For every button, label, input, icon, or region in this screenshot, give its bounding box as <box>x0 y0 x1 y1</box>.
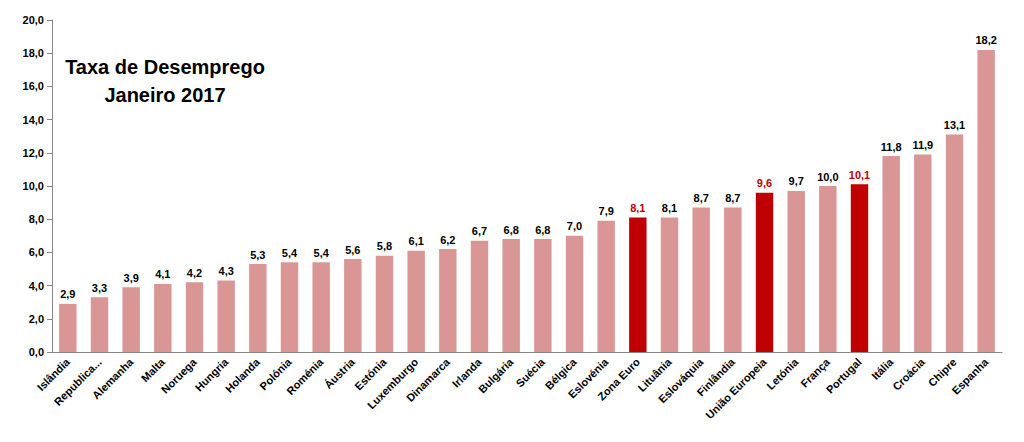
svg-text:11,9: 11,9 <box>912 139 933 151</box>
svg-text:Bélgica: Bélgica <box>542 355 579 392</box>
svg-text:Finlândia: Finlândia <box>694 355 738 399</box>
svg-text:8,0: 8,0 <box>29 213 44 225</box>
svg-text:7,9: 7,9 <box>599 205 614 217</box>
svg-text:Janeiro 2017: Janeiro 2017 <box>104 84 225 106</box>
svg-text:Itália: Itália <box>869 355 896 382</box>
svg-text:6,2: 6,2 <box>440 234 455 246</box>
svg-text:5,8: 5,8 <box>377 240 392 252</box>
svg-text:Suécia: Suécia <box>513 355 548 390</box>
svg-text:8,1: 8,1 <box>662 202 677 214</box>
svg-text:2,0: 2,0 <box>29 313 44 325</box>
svg-text:4,2: 4,2 <box>187 267 202 279</box>
svg-text:6,8: 6,8 <box>504 224 519 236</box>
svg-text:União Europeia: União Europeia <box>703 355 769 421</box>
svg-text:10,1: 10,1 <box>849 169 870 181</box>
svg-text:14,0: 14,0 <box>23 114 44 126</box>
svg-text:Dinamarca: Dinamarca <box>404 355 453 404</box>
svg-text:8,1: 8,1 <box>630 202 645 214</box>
svg-text:Zona Euro: Zona Euro <box>595 356 642 403</box>
svg-text:11,8: 11,8 <box>881 141 902 153</box>
svg-text:Letónia: Letónia <box>764 355 801 392</box>
svg-text:5,4: 5,4 <box>282 247 298 259</box>
svg-text:Republica...: Republica... <box>51 355 104 408</box>
svg-text:20,0: 20,0 <box>23 14 44 26</box>
svg-text:5,4: 5,4 <box>314 247 330 259</box>
svg-text:5,6: 5,6 <box>345 244 360 256</box>
svg-text:4,1: 4,1 <box>155 268 170 280</box>
svg-text:9,6: 9,6 <box>757 177 772 189</box>
svg-text:Polónia: Polónia <box>257 355 294 393</box>
svg-text:Luxemburgo: Luxemburgo <box>364 355 421 412</box>
svg-text:Hungria: Hungria <box>192 355 231 394</box>
svg-text:Eslováquia: Eslováquia <box>656 355 706 405</box>
svg-text:10,0: 10,0 <box>23 180 44 192</box>
svg-text:6,0: 6,0 <box>29 246 44 258</box>
svg-text:7,0: 7,0 <box>567 220 582 232</box>
svg-text:8,7: 8,7 <box>725 192 740 204</box>
svg-text:Portugal: Portugal <box>824 356 864 396</box>
svg-text:Irlanda: Irlanda <box>449 355 484 390</box>
svg-text:6,7: 6,7 <box>472 225 487 237</box>
svg-text:Noruega: Noruega <box>159 355 200 396</box>
svg-text:Malta: Malta <box>139 355 168 384</box>
svg-text:Islândia: Islândia <box>34 355 73 394</box>
svg-text:18,2: 18,2 <box>975 34 996 46</box>
svg-text:10,0: 10,0 <box>817 171 838 183</box>
svg-text:18,0: 18,0 <box>23 47 44 59</box>
svg-text:13,1: 13,1 <box>944 119 965 131</box>
svg-text:Bulgária: Bulgária <box>476 355 516 395</box>
svg-text:Áustria: Áustria <box>322 355 358 391</box>
svg-text:6,1: 6,1 <box>409 235 424 247</box>
svg-text:Roménia: Roménia <box>284 355 326 397</box>
svg-text:12,0: 12,0 <box>23 147 44 159</box>
svg-text:16,0: 16,0 <box>23 80 44 92</box>
svg-text:3,9: 3,9 <box>124 272 139 284</box>
svg-text:3,3: 3,3 <box>92 282 107 294</box>
svg-text:0,0: 0,0 <box>29 346 44 358</box>
svg-text:Lituânia: Lituânia <box>635 355 674 394</box>
svg-text:5,3: 5,3 <box>250 249 265 261</box>
svg-text:8,7: 8,7 <box>694 192 709 204</box>
svg-text:Estónia: Estónia <box>352 355 389 393</box>
svg-text:Holanda: Holanda <box>223 355 263 395</box>
svg-text:Taxa de Desemprego: Taxa de Desemprego <box>65 56 265 78</box>
svg-text:6,8: 6,8 <box>535 224 550 236</box>
svg-text:4,3: 4,3 <box>219 265 234 277</box>
svg-text:2,9: 2,9 <box>60 288 75 300</box>
svg-text:4,0: 4,0 <box>29 280 44 292</box>
svg-text:9,7: 9,7 <box>789 175 804 187</box>
svg-text:Chipre: Chipre <box>925 355 959 389</box>
svg-text:Espanha: Espanha <box>950 355 991 396</box>
svg-text:Eslovénia: Eslovénia <box>565 355 611 401</box>
svg-text:Alemanha: Alemanha <box>90 355 136 401</box>
svg-text:França: França <box>798 355 833 390</box>
svg-text:Croácia: Croácia <box>890 355 928 393</box>
